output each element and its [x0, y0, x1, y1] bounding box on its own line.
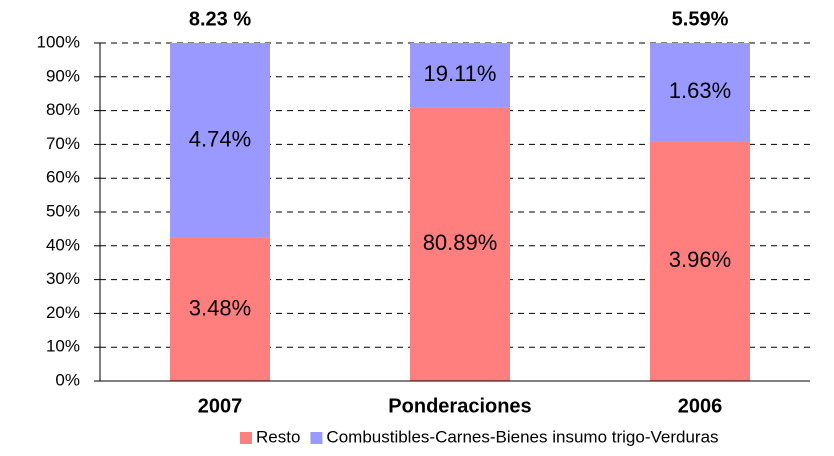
legend-swatch [240, 432, 252, 444]
y-tick-label: 50% [46, 201, 80, 220]
y-tick-label: 100% [37, 32, 80, 51]
bar-segment [170, 43, 270, 238]
bar-segment [650, 141, 750, 381]
y-tick-label: 20% [46, 303, 80, 322]
total-label: 8.23 % [189, 8, 251, 30]
x-tick-label: Ponderaciones [388, 395, 531, 417]
x-tick-label: 2007 [198, 395, 243, 417]
data-label: 3.48% [189, 295, 251, 320]
total-label: 5.59% [672, 8, 729, 30]
data-label: 3.96% [669, 247, 731, 272]
data-label: 19.11% [424, 61, 497, 86]
data-label: 1.63% [669, 78, 731, 103]
bar-segment [650, 43, 750, 142]
bar-segment [170, 237, 270, 381]
bar-segment [410, 43, 510, 108]
y-tick-label: 70% [46, 134, 80, 153]
y-tick-label: 10% [46, 337, 80, 356]
data-label: 80.89% [423, 230, 498, 255]
y-tick-label: 90% [46, 66, 80, 85]
x-tick-label: 2006 [678, 395, 723, 417]
y-tick-label: 80% [46, 100, 80, 119]
bar-segment [410, 107, 510, 381]
legend-label: Resto [256, 427, 300, 446]
legend-label: Combustibles-Carnes-Bienes insumo trigo-… [326, 427, 718, 446]
y-tick-label: 30% [46, 269, 80, 288]
y-tick-label: 40% [46, 235, 80, 254]
y-tick-label: 60% [46, 168, 80, 187]
y-tick-label: 0% [55, 370, 80, 389]
data-label: 4.74% [189, 126, 251, 151]
legend-swatch [310, 432, 323, 444]
